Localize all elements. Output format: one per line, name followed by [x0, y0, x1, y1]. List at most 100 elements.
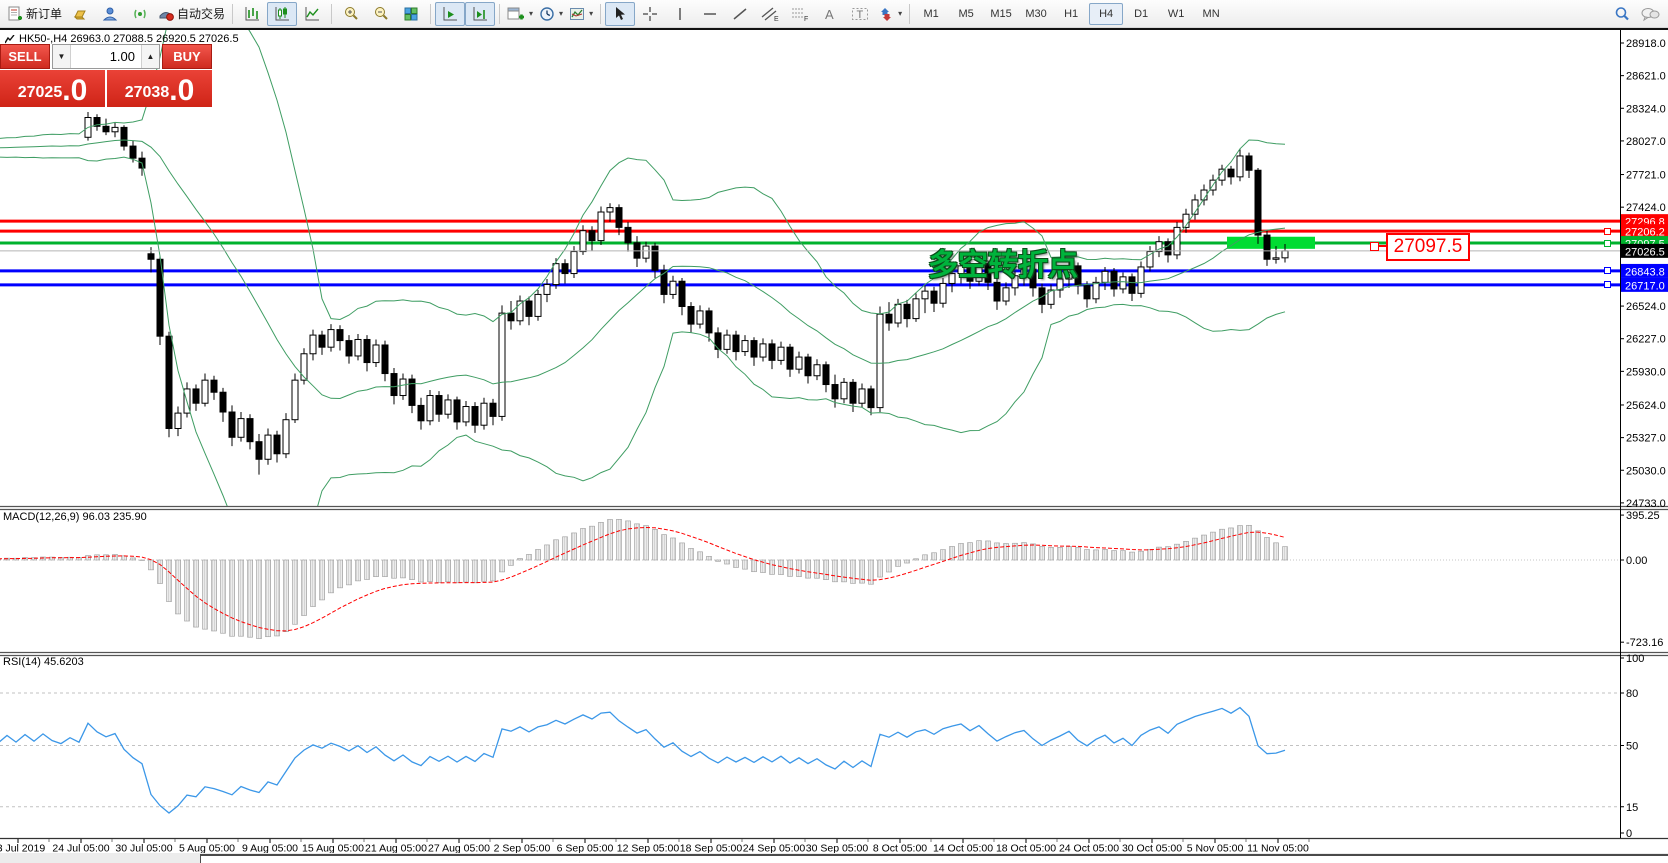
callout-anchor-handle[interactable] [1370, 242, 1379, 251]
market-depth-button[interactable] [65, 2, 95, 26]
channel-icon: E [761, 6, 779, 22]
cursor-button[interactable] [605, 1, 636, 26]
hline-handle[interactable] [1604, 267, 1611, 275]
timeframe-W1[interactable]: W1 [1167, 7, 1185, 20]
svg-text:28027.0: 28027.0 [1626, 136, 1666, 148]
new-order-label: 新订单 [26, 7, 63, 21]
sell-button[interactable]: SELL [0, 44, 50, 69]
volume-up-button[interactable]: ▲ [141, 45, 159, 68]
timeframe-M15[interactable]: M15 [990, 7, 1012, 20]
svg-text:25327.0: 25327.0 [1626, 433, 1666, 445]
svg-text:15 Aug 05:00: 15 Aug 05:00 [302, 843, 364, 855]
chart-shift-button[interactable] [465, 1, 496, 26]
timeframe-bar: M1 M5 M15 M30 H1 H4 D1 W1 MN [914, 2, 1228, 25]
svg-text:24733.0: 24733.0 [1626, 498, 1666, 510]
svg-text:A: A [825, 7, 834, 22]
svg-text:30 Jul 05:00: 30 Jul 05:00 [115, 843, 172, 855]
horizontal-line-button[interactable] [695, 2, 725, 26]
line-chart-icon [305, 6, 320, 20]
price-callout-label[interactable]: 27097.5 [1386, 233, 1470, 261]
terminal-panel-edge[interactable] [200, 854, 1668, 863]
sell-price[interactable]: 27025.0 [0, 70, 105, 107]
svg-text:25624.0: 25624.0 [1626, 400, 1666, 412]
timeframe-H4[interactable]: H4 [1089, 2, 1124, 25]
hline-handle[interactable] [1604, 281, 1611, 289]
svg-text:27721.0: 27721.0 [1626, 170, 1666, 182]
search-icon[interactable] [1614, 6, 1630, 22]
svg-text:26717.0: 26717.0 [1625, 280, 1665, 292]
chart-shift-icon [473, 6, 488, 20]
templates-button[interactable]: ▾ [566, 2, 596, 26]
svg-text:100: 100 [1626, 653, 1644, 665]
svg-text:5 Aug 05:00: 5 Aug 05:00 [179, 843, 235, 855]
news-button[interactable] [125, 2, 155, 26]
timeframe-H1[interactable]: H1 [1064, 7, 1079, 20]
crosshair-button[interactable] [635, 2, 665, 26]
zoom-in-button[interactable] [336, 2, 366, 26]
arrows-button[interactable]: ▾ [875, 2, 905, 26]
svg-text:0.00: 0.00 [1626, 555, 1647, 567]
svg-text:25930.0: 25930.0 [1626, 366, 1666, 378]
auto-scroll-icon [443, 6, 458, 20]
buy-price[interactable]: 27038.0 [107, 70, 212, 107]
hline-handle[interactable] [1604, 227, 1611, 235]
candlestick-chart-button[interactable] [267, 1, 298, 26]
svg-text:25030.0: 25030.0 [1626, 465, 1666, 477]
bar-chart-icon [245, 6, 260, 20]
periods-button[interactable]: ▾ [536, 2, 566, 26]
svg-text:30 Sep 05:00: 30 Sep 05:00 [806, 843, 869, 855]
equidistant-channel-button[interactable]: E [755, 2, 785, 26]
svg-text:-723.16: -723.16 [1626, 637, 1663, 649]
dropdown-arrow-icon: ▾ [898, 9, 903, 18]
svg-text:26227.0: 26227.0 [1626, 334, 1666, 346]
buy-button[interactable]: BUY [162, 44, 212, 69]
timeframe-M5[interactable]: M5 [958, 7, 974, 20]
svg-text:24 Oct 05:00: 24 Oct 05:00 [1059, 843, 1119, 855]
svg-text:28918.0: 28918.0 [1626, 38, 1666, 50]
trendline-button[interactable] [725, 2, 755, 26]
timeframe-MN[interactable]: MN [1202, 7, 1220, 20]
chat-icon[interactable] [1640, 6, 1660, 22]
rsi-label: RSI(14) 45.6203 [3, 656, 84, 668]
text-button[interactable]: A [815, 2, 845, 26]
hline-handle[interactable] [1604, 239, 1611, 247]
new-chart-button[interactable]: ▾ [504, 2, 536, 26]
zoom-out-button[interactable] [366, 2, 396, 26]
chart-text-annotation[interactable]: 多空转折点 [928, 249, 1078, 282]
new-order-icon [8, 6, 22, 20]
toolbar-separator [331, 3, 333, 24]
text-a-icon: A [825, 7, 834, 22]
text-label-icon: T [852, 7, 869, 21]
svg-text:12 Sep 05:00: 12 Sep 05:00 [617, 843, 680, 855]
text-label-button[interactable]: T [845, 2, 875, 26]
volume-input[interactable]: 1.00 [109, 49, 135, 64]
dropdown-arrow-icon: ▾ [589, 9, 594, 18]
auto-trading-icon [159, 11, 174, 21]
new-order-button[interactable]: 新订单 [4, 2, 65, 26]
clock-icon [540, 6, 554, 21]
volume-down-button[interactable]: ▼ [53, 45, 71, 68]
svg-text:395.25: 395.25 [1626, 510, 1660, 522]
accounts-button[interactable] [95, 2, 125, 26]
timeframe-M30[interactable]: M30 [1025, 7, 1047, 20]
volume-stepper: ▼ 1.00 ▲ [52, 44, 160, 69]
horizontal-line-icon [704, 12, 717, 15]
svg-text:24 Sep 05:00: 24 Sep 05:00 [743, 843, 806, 855]
symbol-ohlc-text: HK50-,H4 26963.0 27088.5 26920.5 27026.5 [19, 33, 239, 45]
toolbar-separator [430, 3, 432, 24]
gold-ingot-icon [73, 10, 86, 19]
timeframe-D1[interactable]: D1 [1134, 7, 1149, 20]
auto-trading-button[interactable]: 自动交易 [155, 2, 228, 26]
vertical-line-button[interactable] [665, 2, 695, 26]
svg-text:0: 0 [1626, 828, 1632, 840]
auto-scroll-button[interactable] [435, 1, 466, 26]
bar-chart-button[interactable] [237, 2, 267, 26]
tile-windows-button[interactable] [396, 2, 426, 26]
svg-text:8 Oct 05:00: 8 Oct 05:00 [873, 843, 927, 855]
svg-text:27 Aug 05:00: 27 Aug 05:00 [428, 843, 490, 855]
buy-price-fraction: .0 [169, 74, 195, 107]
timeframe-M1[interactable]: M1 [923, 7, 939, 20]
line-chart-button[interactable] [297, 2, 327, 26]
fibonacci-button[interactable]: F [785, 2, 815, 26]
